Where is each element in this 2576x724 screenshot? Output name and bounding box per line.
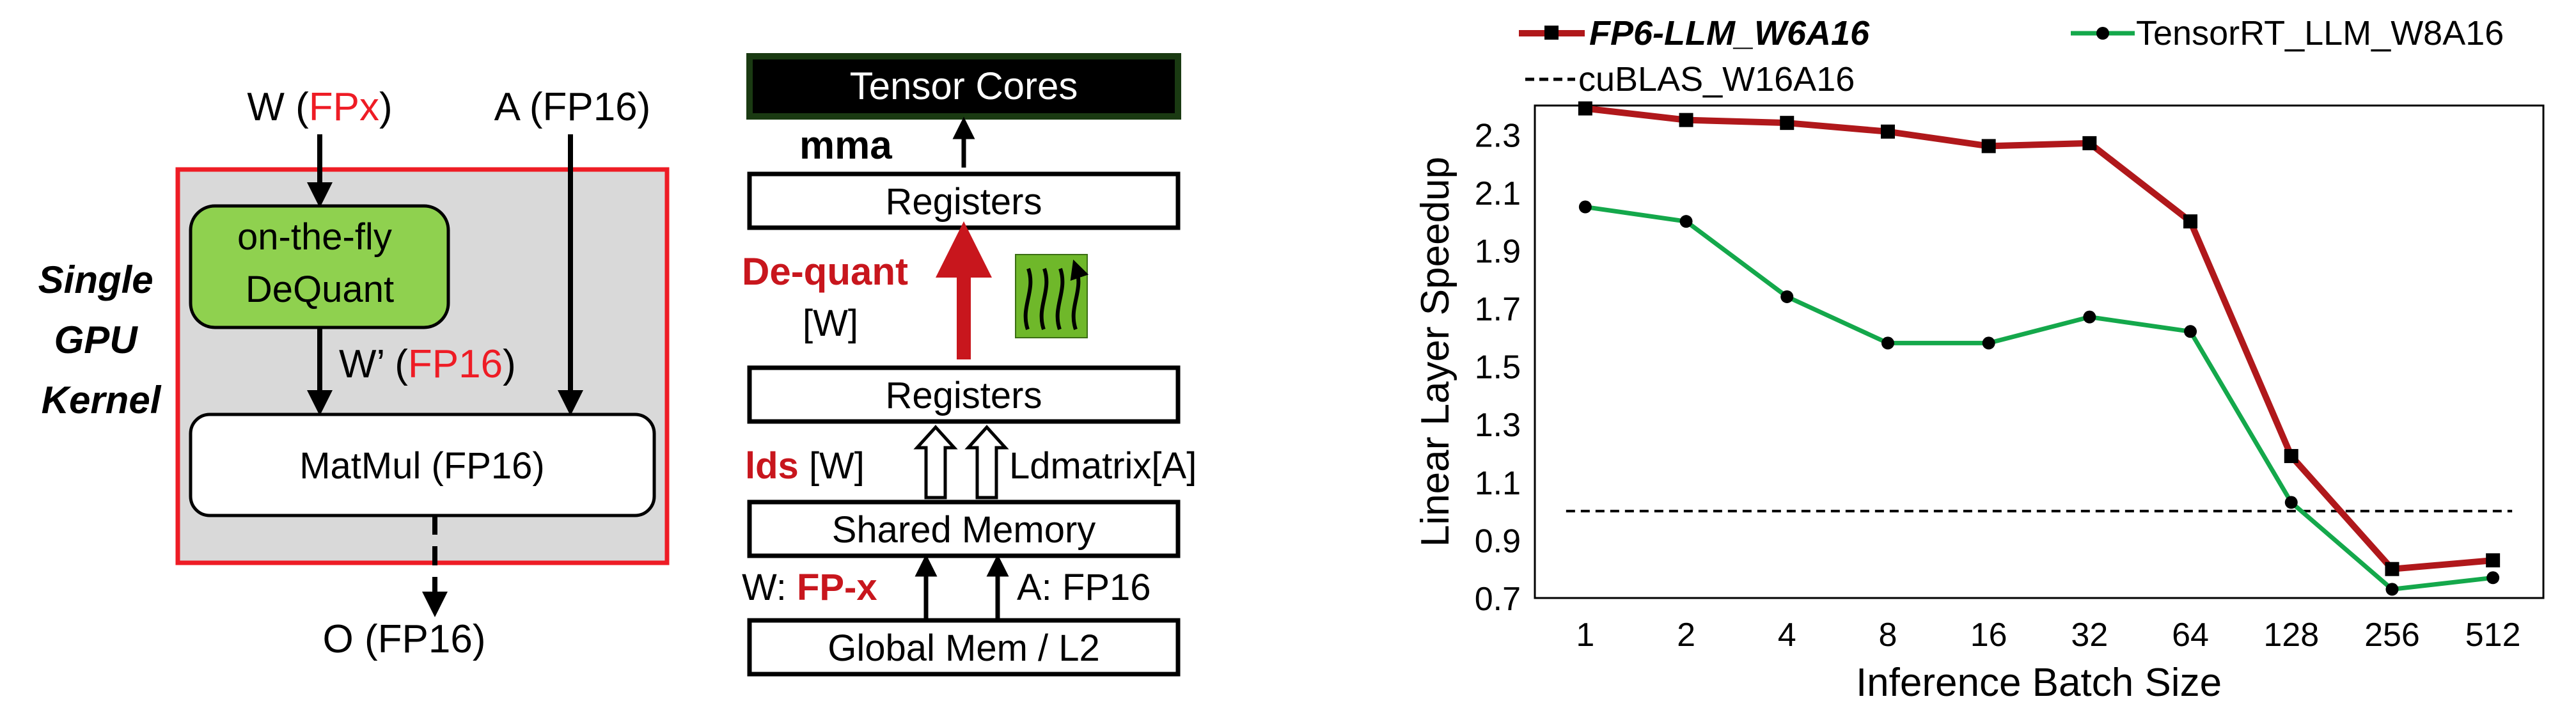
data-point-fp6-llm-w6a16 [1578, 101, 1592, 116]
wprime-fp16-label: W’ (FP16) [339, 342, 516, 386]
shared-memory-box [747, 500, 1181, 558]
registers-bottom-box [747, 365, 1181, 424]
data-point-fp6-llm-w6a16 [1880, 124, 1895, 139]
x-tick-label: 1 [1576, 617, 1594, 654]
legend-marker-fp6 [1544, 26, 1559, 40]
data-point-fp6-llm-w6a16 [2486, 553, 2501, 568]
ldmatrix-hollow-arrow [964, 425, 1009, 500]
legend-marker-trt [2096, 27, 2109, 40]
lds-label: lds [W] [745, 445, 865, 487]
memory-diagram: Tensor Cores mma Registers De-quant [W] … [742, 53, 1197, 677]
data-point-fp6-llm-w6a16 [2082, 136, 2097, 150]
x-tick-label: 64 [2172, 617, 2209, 654]
x-tick-label: 8 [1878, 617, 1897, 654]
data-point-tensorrt-llm-w8a16 [2083, 310, 2096, 324]
legend-label-cublas: cuBLAS_W16A16 [1578, 60, 1855, 98]
registers-bottom-label: Registers [886, 375, 1042, 416]
legend-label-fp6: FP6-LLM_W6A16 [1589, 14, 1870, 52]
data-point-fp6-llm-w6a16 [1981, 139, 1996, 153]
matmul-box [189, 413, 656, 517]
y-tick-label: 2.1 [1475, 175, 1521, 212]
global-mem-label: Global Mem / L2 [828, 627, 1100, 669]
data-point-tensorrt-llm-w8a16 [2486, 571, 2500, 585]
threads-icon [1015, 254, 1087, 338]
data-point-tensorrt-llm-w8a16 [1679, 215, 1693, 228]
legend-label-trt: TensorRT_LLM_W8A16 [2136, 14, 2504, 52]
x-tick-label: 256 [2364, 617, 2420, 654]
y-axis-title: Linear Layer Speedup [1413, 157, 1457, 547]
x-tick-label: 16 [1970, 617, 2007, 654]
x-tick-label: 512 [2465, 617, 2521, 654]
data-point-fp6-llm-w6a16 [2284, 449, 2298, 464]
y-tick-label: 1.5 [1475, 349, 1521, 386]
dequant-operand: [W] [803, 303, 858, 344]
data-point-tensorrt-llm-w8a16 [1881, 336, 1894, 350]
global-mem-box [747, 618, 1181, 677]
data-point-tensorrt-llm-w8a16 [1780, 290, 1794, 303]
data-point-tensorrt-llm-w8a16 [1982, 336, 1995, 350]
y-tick-label: 1.3 [1475, 407, 1521, 444]
data-point-fp6-llm-w6a16 [1780, 116, 1795, 130]
y-tick-label: 1.1 [1475, 465, 1521, 502]
x-tick-label: 2 [1677, 617, 1695, 654]
series-line-fp6-llm-w6a16 [1585, 105, 2494, 572]
output-label: O (FP16) [323, 617, 486, 661]
data-point-tensorrt-llm-w8a16 [2284, 496, 2298, 509]
dequant-label: De-quant [742, 250, 908, 293]
chart-marks: 0.7 0.9 1.1 1.3 1.5 1.7 1.9 2.1 2.3 1 2 4 8 16 32 64 128… [1475, 101, 2521, 654]
x-axis-title: Inference Batch Size [1856, 661, 2222, 705]
speedup-chart: FP6-LLM_W6A16 TensorRT_LLM_W8A16 cuBLAS_… [1413, 14, 2545, 705]
a-fp16-memory-label: A: FP16 [1017, 567, 1151, 608]
registers-top-box [747, 171, 1181, 230]
legend: FP6-LLM_W6A16 TensorRT_LLM_W8A16 cuBLAS_… [1519, 14, 2504, 98]
y-tick-label: 0.7 [1475, 581, 1521, 618]
dequant-box-label: on-the-fly DeQuant [237, 216, 402, 310]
ldmatrix-label: Ldmatrix[A] [1009, 445, 1197, 487]
x-tick-label: 32 [2071, 617, 2108, 654]
data-point-fp6-llm-w6a16 [2183, 214, 2198, 229]
data-point-tensorrt-llm-w8a16 [2184, 325, 2197, 338]
lds-hollow-arrow [913, 425, 958, 500]
w-fpx-label: W (FPx) [247, 85, 392, 129]
mma-label: mma [799, 123, 892, 168]
x-tick-label: 4 [1778, 617, 1796, 654]
shared-memory-label: Shared Memory [832, 509, 1096, 551]
a-fp16-label: A (FP16) [494, 85, 651, 129]
y-tick-label: 1.9 [1475, 233, 1521, 270]
w-fpx-memory-label: W: FP-x [742, 567, 877, 608]
series-line-tensorrt-llm-w8a16 [1585, 205, 2494, 592]
matmul-label: MatMul (FP16) [299, 445, 545, 487]
tensor-cores-box [746, 53, 1181, 120]
data-point-fp6-llm-w6a16 [2385, 562, 2399, 576]
data-point-tensorrt-llm-w8a16 [2385, 583, 2399, 596]
y-tick-label: 1.7 [1475, 291, 1521, 328]
data-point-tensorrt-llm-w8a16 [1578, 200, 1592, 214]
single-gpu-kernel-label: Single GPU Kernel [38, 258, 164, 421]
registers-top-label: Registers [886, 181, 1042, 223]
x-tick-label: 128 [2263, 617, 2319, 654]
tensor-cores-label: Tensor Cores [850, 65, 1078, 107]
plot-area [1534, 104, 2545, 599]
y-tick-label: 2.3 [1475, 117, 1521, 154]
data-point-fp6-llm-w6a16 [1679, 113, 1693, 127]
kernel-diagram: W (FPx) A (FP16) Single GPU Kernel on-th… [38, 85, 670, 661]
y-tick-label: 0.9 [1475, 523, 1521, 560]
